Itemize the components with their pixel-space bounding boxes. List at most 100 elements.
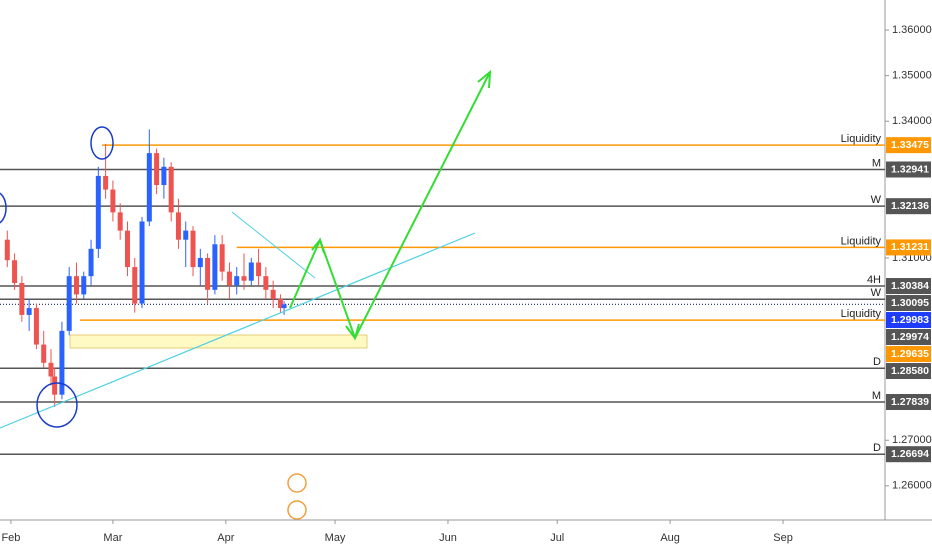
highlight-circle <box>90 126 114 160</box>
price-label: 1.30384 <box>891 280 929 292</box>
price-label: 1.29635 <box>891 348 929 360</box>
candle-body <box>117 212 123 231</box>
candle-body <box>124 230 130 268</box>
candle-body <box>226 271 232 286</box>
candle-body <box>52 376 58 395</box>
trend-line <box>0 232 476 429</box>
zone-box <box>69 334 368 349</box>
price-label: 1.29974 <box>891 331 929 343</box>
price-label-bg <box>886 363 931 380</box>
candle-body <box>139 221 145 304</box>
price-label: 1.31231 <box>891 241 929 253</box>
price-label-bg <box>886 295 931 312</box>
candle-body <box>73 276 79 295</box>
level-tag: W <box>871 287 882 299</box>
candle-body <box>263 276 269 290</box>
arrow-head <box>345 323 360 341</box>
candle-body <box>183 230 189 240</box>
y-tick-label: 1.36000 <box>892 24 932 36</box>
candle-body <box>41 344 47 363</box>
x-tick-label: Apr <box>217 532 234 544</box>
candle-body <box>219 244 225 272</box>
x-tick-label: Aug <box>660 532 680 544</box>
price-label: 1.29983 <box>891 314 929 326</box>
candle-body <box>132 267 138 304</box>
candle-body <box>277 298 283 309</box>
candle-body <box>197 257 203 268</box>
candle-body <box>154 153 160 186</box>
candle-body <box>256 262 262 277</box>
candle-body <box>205 257 211 290</box>
projection-path <box>289 71 491 341</box>
candle-body <box>26 308 32 315</box>
candle-body <box>146 153 152 222</box>
price-label-bg <box>886 278 931 295</box>
candle-body <box>248 262 254 281</box>
y-tick-label: 1.26000 <box>892 480 932 492</box>
candle-body <box>234 276 240 286</box>
price-label-bg <box>886 137 931 154</box>
arrow-head <box>311 237 325 254</box>
price-label-bg <box>886 329 931 346</box>
x-tick-label: Jul <box>550 532 564 544</box>
annotations <box>0 69 492 520</box>
candle-body <box>66 276 72 331</box>
candle-body <box>59 330 65 395</box>
price-label-bg <box>886 394 931 411</box>
price-label-bg <box>886 446 931 463</box>
price-label-bg <box>886 198 931 215</box>
level-tag: M <box>872 157 881 169</box>
level-tag: Liquidity <box>841 308 882 320</box>
price-label: 1.26694 <box>891 448 929 460</box>
candle-body <box>161 166 167 186</box>
candle-body <box>48 362 54 377</box>
price-label: 1.32941 <box>891 163 929 175</box>
candle-body <box>19 283 25 315</box>
arrow-head <box>477 69 492 89</box>
candle-body <box>12 260 18 284</box>
price-label: 1.33475 <box>891 139 929 151</box>
highlight-circle <box>36 382 78 428</box>
candle-body <box>281 304 287 309</box>
price-label-bg <box>886 161 931 178</box>
x-tick-label: May <box>325 532 346 544</box>
price-label-bg <box>886 239 931 256</box>
candle-body <box>241 276 247 281</box>
candle-body <box>175 212 181 240</box>
price-label: 1.30095 <box>891 297 929 309</box>
trend-line <box>231 211 316 279</box>
candle-body <box>95 175 101 249</box>
price-label-bg <box>886 312 931 329</box>
candle-body <box>168 166 174 213</box>
x-tick-label: Jun <box>439 532 457 544</box>
flag-icon <box>287 500 307 520</box>
y-tick-label: 1.27000 <box>892 434 932 446</box>
candle-body <box>4 239 10 261</box>
price-label-bg <box>886 346 931 363</box>
level-tag: D <box>873 356 881 368</box>
price-label: 1.27839 <box>891 396 929 408</box>
level-tag: Liquidity <box>841 235 882 247</box>
candle-body <box>190 230 196 268</box>
price-label: 1.32136 <box>891 200 929 212</box>
candle-body <box>81 276 87 295</box>
candle-body <box>33 308 39 345</box>
x-tick-label: Sep <box>773 532 793 544</box>
price-label: 1.28580 <box>891 365 929 377</box>
level-tag: W <box>871 194 882 206</box>
highlight-circle <box>0 192 7 224</box>
candle-body <box>212 244 218 290</box>
candle-body <box>270 289 276 299</box>
level-tag: Liquidity <box>841 133 882 145</box>
x-tick-label: Feb <box>1 532 20 544</box>
candle-body <box>103 175 109 190</box>
x-tick-label: Mar <box>103 532 122 544</box>
candle-body <box>88 248 94 277</box>
flag-icon <box>287 473 307 493</box>
y-tick-label: 1.35000 <box>892 70 932 82</box>
level-tag: 4H <box>867 274 881 286</box>
level-tag: D <box>873 442 881 454</box>
y-tick-label: 1.34000 <box>892 115 932 127</box>
